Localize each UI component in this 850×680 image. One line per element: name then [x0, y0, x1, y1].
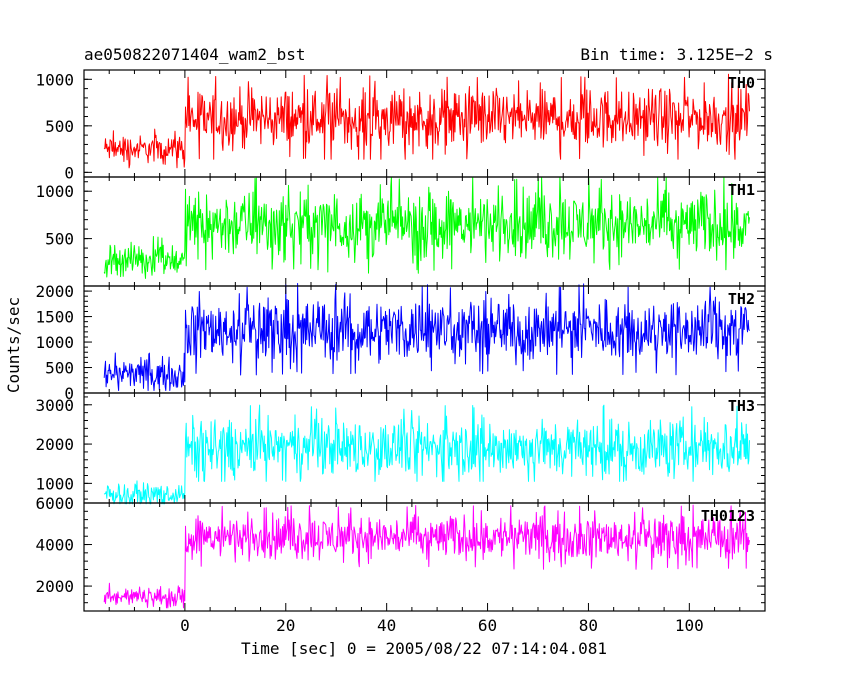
panel-th0123: 2000 4000 6000 TH0123 [35, 494, 766, 612]
panel-frame [83, 502, 766, 612]
series-line-th3 [103, 404, 750, 505]
y-tick-label: 2000 [35, 282, 74, 301]
x-tick-label: 20 [276, 616, 295, 635]
panel-label-th0123: TH0123 [701, 507, 755, 525]
y-tick-label: 1000 [35, 474, 74, 493]
y-tick-label: 1000 [35, 333, 74, 352]
panel-th0: 0 500 1000 TH0 [35, 69, 766, 182]
x-tick-label: 80 [579, 616, 598, 635]
y-tick-label: 500 [45, 230, 74, 249]
y-tick-label: 1500 [35, 308, 74, 327]
y-tick-label: 2000 [35, 577, 74, 596]
x-tick-label: 0 [180, 616, 190, 635]
y-tick-label: 6000 [35, 494, 74, 513]
panel-label-th3: TH3 [728, 397, 755, 415]
series-line-th0 [103, 73, 750, 169]
x-tick-label: 100 [675, 616, 704, 635]
panel-th1: 500 1000 TH1 [35, 176, 766, 287]
y-tick-label: 500 [45, 359, 74, 378]
series-line-th1 [103, 176, 750, 279]
panel-th2: 0 500 1000 1500 2000 TH2 [35, 282, 766, 403]
y-tick-label: 1000 [35, 182, 74, 201]
panel-th3: 1000 2000 3000 TH3 [35, 392, 766, 505]
y-tick-label: 0 [64, 384, 74, 403]
series-line-th2 [103, 283, 750, 391]
y-axis-label: Counts/sec [4, 297, 23, 393]
y-tick-label: 3000 [35, 396, 74, 415]
x-tick-label: 40 [377, 616, 396, 635]
y-tick-label: 1000 [35, 70, 74, 89]
panel-label-th0: TH0 [728, 74, 755, 92]
y-tick-label: 0 [64, 163, 74, 182]
chart-title: ae050822071404_wam2_bst [84, 45, 306, 64]
y-tick-label: 4000 [35, 536, 74, 555]
y-tick-label: 2000 [35, 435, 74, 454]
x-axis-label: Time [sec] 0 = 2005/08/22 07:14:04.081 [241, 639, 607, 658]
panel-label-th1: TH1 [728, 181, 755, 199]
bin-time-label: Bin time: 3.125E−2 s [580, 45, 773, 64]
x-tick-label: 60 [478, 616, 497, 635]
series-line-th0123 [103, 504, 750, 609]
panel-label-th2: TH2 [728, 290, 755, 308]
y-tick-label: 500 [45, 117, 74, 136]
